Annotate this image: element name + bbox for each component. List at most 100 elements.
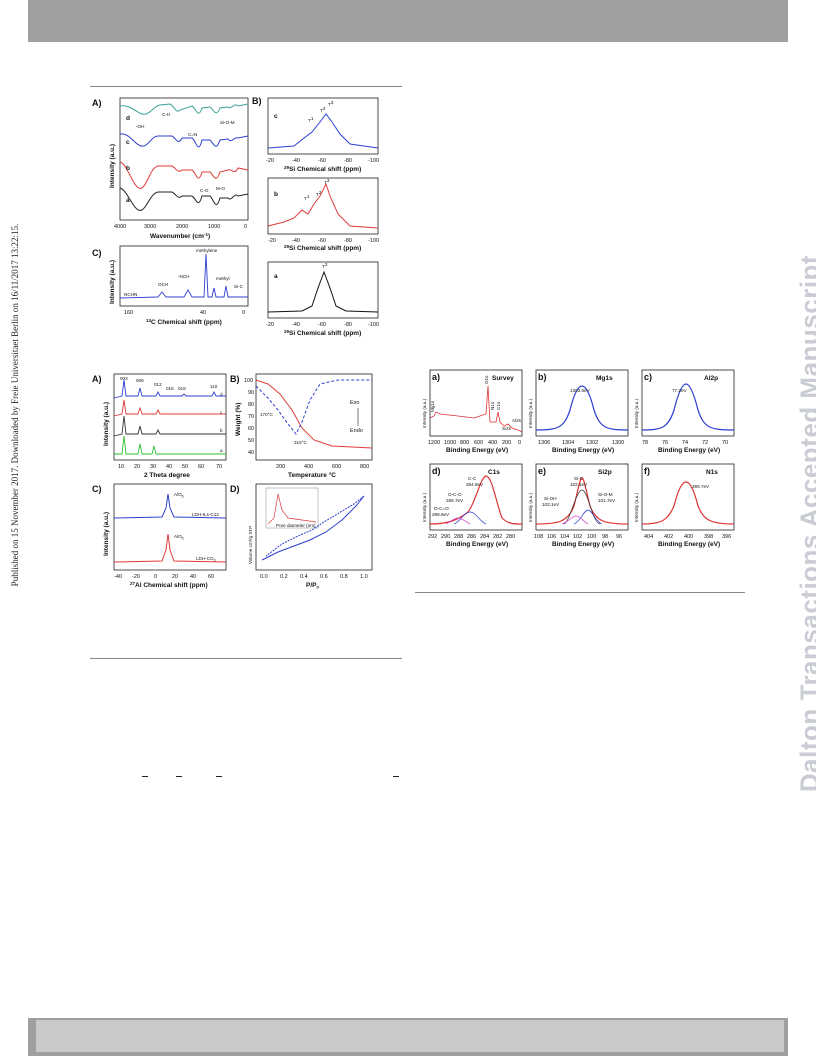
fig3-f-xlabel: Binding Energy (eV) [658, 541, 720, 548]
fig3-a-trace [429, 385, 523, 433]
fig1-b-trace-a [267, 270, 379, 313]
fig3-a-xlabel: Binding Energy (eV) [446, 447, 508, 454]
fig1-a-trace-label-b: b [126, 165, 130, 172]
fig3-e-title: Si2p [598, 469, 612, 476]
fig3-b-xtick: 1300 [612, 440, 624, 446]
fig3-a-ann: Mg1s [430, 400, 435, 412]
fig3-d-xtick: 284 [480, 534, 489, 540]
fig2-a-peak: 012 [154, 382, 162, 387]
fig1-a-xtick: 0 [244, 224, 247, 230]
fig3-a-xtick: 400 [488, 440, 497, 446]
fig3-b-xtick: 1304 [562, 440, 574, 446]
fig1-b-xtick: -60 [318, 158, 326, 164]
fig2-b-xtick: 800 [360, 464, 369, 470]
fig2-b-ytick: 40 [248, 450, 254, 456]
fig3-c-title: Al2p [704, 375, 718, 382]
fig3-a-title: Survey [492, 375, 514, 382]
fig2-b-weight [255, 379, 373, 449]
fig1-b-xtick: -20 [266, 322, 274, 328]
fig3-f-label: f) [644, 466, 650, 476]
fig3-d-ann: O-C-O [448, 492, 462, 497]
text-fragment [393, 776, 399, 777]
fig2-a-trace-c [113, 399, 226, 417]
fig2-b-ytick: 80 [248, 402, 254, 408]
fig3-e-envelope [535, 477, 629, 525]
fig1-b-xtick: -20 [268, 238, 276, 244]
fig2-a-peak: 015 [166, 386, 174, 391]
fig1-b-peak: T3 [324, 178, 330, 185]
fig1-a-ann: C-H [162, 112, 170, 117]
fig3-f-title: N1s [706, 469, 718, 476]
fig2-a-xtick: 60 [198, 464, 204, 470]
fig2-c-xtick: 20 [172, 574, 178, 580]
fig3-a-ann: Si2s [502, 426, 512, 431]
fig3-e-ann: Si-C [574, 476, 584, 481]
fig1-a-trace-label-d: d [126, 115, 130, 122]
fig1-b-trace-label-a: a [274, 273, 278, 280]
fig2-a-peak: 018 [178, 386, 186, 391]
fig2-a-xtick: 50 [182, 464, 188, 470]
fig1-b-xtick: -80 [344, 158, 352, 164]
text-fragment [176, 776, 182, 777]
header-bar [28, 0, 788, 42]
fig3-b-label: b) [538, 372, 547, 382]
fig3-d-axes [429, 463, 523, 531]
fig3-b-title: Mg1s [596, 375, 613, 382]
fig2-b-dta [255, 379, 372, 435]
fig2-b-exo: Exo [350, 400, 359, 406]
fig1-b-trace-b [267, 182, 379, 229]
fig2-d-xtick: 0.8 [340, 574, 348, 580]
fig1-b-peak: T1 [308, 116, 314, 123]
fig2-b-xtick: 200 [276, 464, 285, 470]
fig2-c-xtick: 60 [208, 574, 214, 580]
fig3-e-ann: 103.1eV [542, 502, 560, 507]
figure3: a) Survey Mg1s O1s N1s C1s Si2s Al2s 120… [422, 369, 735, 548]
fig2-d-desorption [265, 495, 365, 557]
fig3-d-xlabel: Binding Energy (eV) [446, 541, 508, 548]
fig2-b-endo: Endo [350, 428, 363, 434]
fig2-b-xtick: 400 [304, 464, 313, 470]
fig1-a-trace-label-c: c [126, 139, 130, 146]
fig2-c-ylabel: Intensity (a.u.) [103, 512, 110, 556]
fig1-b-xtick: -100 [368, 158, 379, 164]
fig2-panel-a-label: A) [92, 374, 102, 384]
fig1-b-xtick: -40 [292, 158, 300, 164]
fig3-c-xtick: 74 [682, 440, 688, 446]
fig3-a-ann: O1s [484, 375, 489, 384]
fig2-d-inset [265, 487, 319, 529]
fig3-f-ylabel: Intensity (a.u.) [634, 492, 639, 522]
fig2-b-ytick: 50 [248, 438, 254, 444]
fig2-a-xtick: 10 [118, 464, 124, 470]
fig3-d-label: d) [432, 466, 441, 476]
fig1-b-xtick: -20 [266, 158, 274, 164]
fig1-c-ann: -NCH [178, 274, 189, 279]
fig2-b-ytick: 60 [248, 426, 254, 432]
fig3-a-xtick: 200 [502, 440, 511, 446]
fig3-a-xtick: 800 [460, 440, 469, 446]
fig3-a-xtick: 1000 [444, 440, 456, 446]
fig3-d-ann: 286.7eV [446, 498, 464, 503]
fig3-a-xtick: 600 [474, 440, 483, 446]
fig3-b-axes [535, 369, 629, 437]
fig1-c-xtick: 160 [124, 310, 133, 316]
fig3-a-axes [429, 369, 523, 437]
fig1-a-trace-b [119, 161, 249, 189]
fig2-b-xtick: 600 [332, 464, 341, 470]
fig3-a-ann: N1s [490, 401, 495, 410]
fig1-a-ann: C=N [188, 132, 197, 137]
fig3-d-xtick: 280 [506, 534, 515, 540]
fig2-c-xtick: 40 [190, 574, 196, 580]
figure2-bottom-rule [90, 658, 402, 659]
fig2-a-xtick: 70 [216, 464, 222, 470]
fig2-d-xlabel: P/P0 [306, 582, 319, 590]
fig1-c-ann: methylene [196, 248, 218, 253]
fig3-a-xtick: 0 [518, 440, 521, 446]
fig2-a-trace-label: b [220, 428, 223, 433]
fig3-c-trace [641, 383, 735, 431]
fig2-c-peak-label: AlO6 [174, 492, 184, 499]
fig2-a-trace-a [114, 435, 226, 455]
fig3-b-xtick: 1302 [586, 440, 598, 446]
fig1-c-ann: methyl [216, 276, 230, 281]
fig1-c-axes [119, 245, 249, 307]
fig3-a-ann: Al2s [512, 418, 522, 423]
